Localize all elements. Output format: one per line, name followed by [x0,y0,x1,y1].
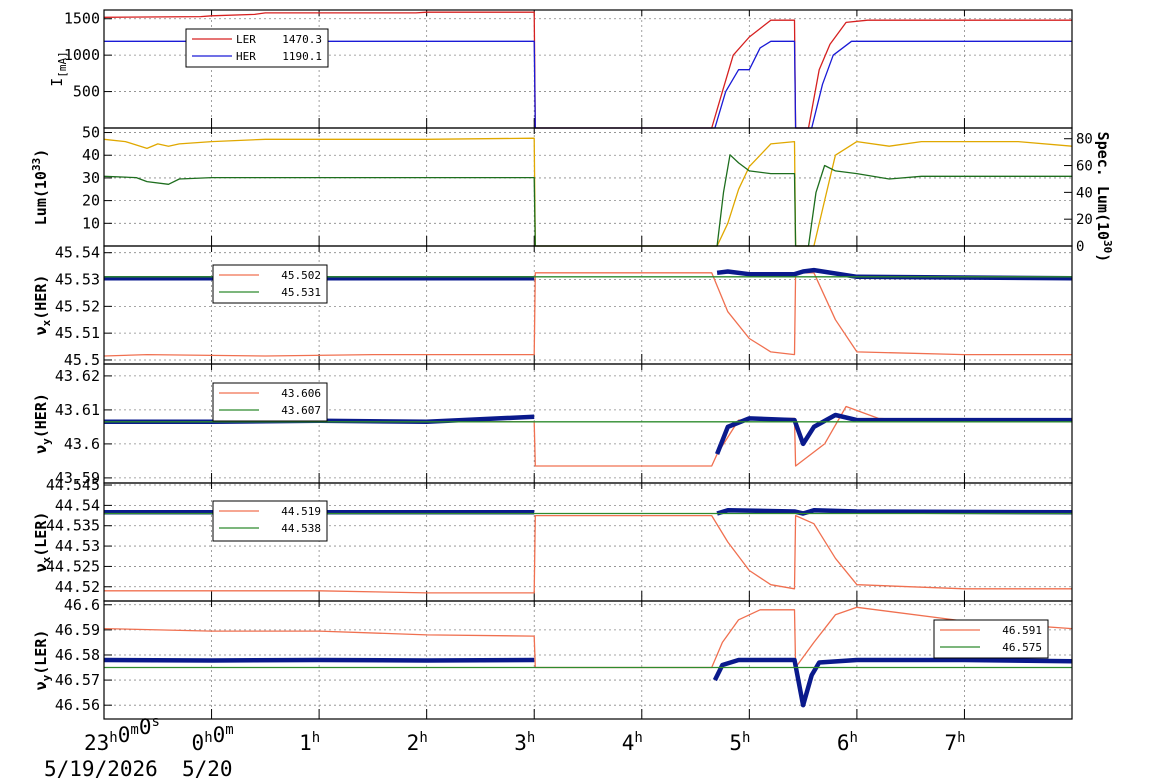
legend-entry-value: 46.591 [1002,624,1042,637]
y-tick-label: 50 [82,124,100,142]
date-label-start: 5/19/2026 [44,757,158,781]
series-set [103,272,1072,357]
y-axis-label: νx(HER) [32,275,53,336]
y-axis-label: νx(LER) [32,512,53,573]
panel-frame [103,127,1073,247]
legend-box [185,28,329,68]
y-tick-label: 46.59 [55,621,100,639]
x-tick-label: 7h [944,730,965,755]
y2-tick-label: 20 [1076,212,1093,228]
y-tick-label: 46.56 [55,696,100,714]
y-tick-label: 1000 [64,46,100,64]
y-tick-label: 10 [82,214,100,232]
y-tick-label: 45.54 [55,244,100,262]
date-label-next: 5/20 [182,757,233,781]
legend: 43.606 43.607 [212,382,328,422]
y-tick-label: 44.53 [55,537,100,555]
y-tick-label: 43.61 [55,401,100,419]
legend-box [933,619,1049,659]
legend: 46.591 46.575 [933,619,1049,659]
y-tick-label: 46.6 [64,596,100,614]
y-tick-label: 44.52 [55,578,100,596]
x-tick-label: 3h [514,730,535,755]
y2-tick-label: 80 [1076,132,1093,148]
x-axis-labels: 23h0m0s 0h0m 1h 2h 3h 4h 5h 6h 7h 5/19/2026 5/20 [44,714,966,781]
x-tick-label: 4h [622,730,643,755]
legend-entry-value: 45.531 [281,286,321,299]
series-ler [103,11,1072,129]
legend-box [212,264,328,304]
y-axis-label: νy(LER) [32,630,53,691]
legend-entry-value: 45.502 [281,269,321,282]
panel-frame [103,9,1073,129]
x-tick-label: 1h [299,730,320,755]
y-tick-label: 45.5 [64,351,100,369]
legend: 44.519 44.538 [212,500,328,542]
y-tick-label: 40 [82,146,100,164]
legend-box [212,500,328,542]
legend-entry-name: LER [236,33,256,46]
x-tick-label: 5h [729,730,750,755]
legend-entry-value: 1190.1 [282,50,322,63]
legend-entry-value: 1470.3 [282,33,322,46]
panel-luminosity: 10 20 30 40 50 0 20 40 60 80 Lum(1033) Spec. Lum(10… [30,124,1114,263]
legend-entry-value: 43.607 [281,404,321,417]
y-tick-label: 45.53 [55,271,100,289]
x-tick-label: 0h0m [192,722,234,755]
y-tick-label: 1500 [64,10,100,28]
y-tick-label: 45.52 [55,297,100,315]
y-tick-label: 43.59 [55,469,100,487]
y2-tick-label: 40 [1076,185,1093,201]
panel-frame [103,600,1073,720]
legend: 45.502 45.531 [212,264,328,304]
y-tick-label: 46.57 [55,671,100,689]
legend-entry-value: 46.575 [1002,641,1042,654]
y-axis-label: I[mA] [48,51,69,87]
y-tick-label: 44.545 [46,476,100,494]
y2-tick-label: 0 [1076,239,1084,255]
y-tick-label: 44.535 [46,517,100,535]
series-set [103,606,1073,669]
legend-entry-value: 43.606 [281,387,321,400]
x-tick-label: 6h [837,730,858,755]
y-tick-label: 44.54 [55,496,100,514]
legend-box [212,382,328,422]
series-spec-lum [103,154,1072,247]
panel-nux_ler: 44.52 44.525 44.53 44.535 44.54 44.545 νx(LER)… [32,476,1073,602]
y2-tick-label: 60 [1076,159,1093,175]
y-tick-label: 43.6 [64,435,100,453]
y-tick-label: 46.58 [55,646,100,664]
y-tick-label: 20 [82,192,100,210]
series-meas [103,657,1073,708]
series-set [104,514,1072,594]
y-axis-label: νy(HER) [32,393,53,454]
y-tick-label: 43.62 [55,367,100,385]
y-tick-label: 500 [73,83,100,101]
series-lum [103,137,1073,247]
panel-frame [103,245,1073,365]
y-tick-label: 45.51 [55,324,100,342]
legend-entry-name: HER [236,50,256,63]
legend-entry-value: 44.538 [281,522,321,535]
y-tick-label: 44.525 [46,557,100,575]
y2-axis-label: Spec. Lum(1030) [1094,132,1114,263]
y-axis-label: Lum(1033) [30,149,50,225]
legend: LER 1470.3 HER 1190.1 [185,28,329,68]
y-tick-label: 30 [82,169,100,187]
panel-current: 500 1000 1500 I[mA] LER 1470.3 HER 1190.1 [48,9,1073,129]
x-tick-label: 23h0m0s [84,714,160,755]
legend-entry-value: 44.519 [281,505,321,518]
x-tick-label: 2h [407,730,428,755]
